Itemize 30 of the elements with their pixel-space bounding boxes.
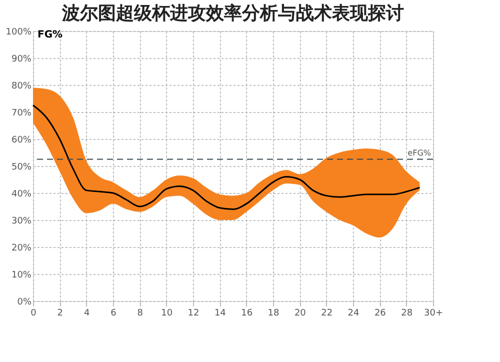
x-tick-label: 14 bbox=[214, 308, 226, 318]
y-tick-label: 20% bbox=[11, 244, 32, 254]
chart-title: 波尔图超级杯进攻效率分析与战术表现探讨 bbox=[61, 3, 404, 24]
x-tick-label: 6 bbox=[110, 308, 117, 318]
x-tick-label: 10 bbox=[161, 308, 173, 318]
x-tick-label: 28 bbox=[401, 308, 413, 318]
x-tick-label: 22 bbox=[321, 308, 333, 318]
x-tick-label: 8 bbox=[137, 308, 144, 318]
x-tick-label: 4 bbox=[84, 308, 90, 318]
y-tick-label: 70% bbox=[11, 108, 32, 118]
x-tick-label: 16 bbox=[241, 308, 253, 318]
ref-line-label: eFG% bbox=[408, 148, 432, 158]
x-tick-label: 12 bbox=[188, 308, 200, 318]
y-tick-label: 80% bbox=[11, 82, 32, 92]
y-axis-title: FG% bbox=[38, 30, 63, 40]
y-tick-label: 90% bbox=[11, 54, 32, 64]
y-tick-label: 50% bbox=[11, 162, 32, 172]
y-tick-label: 10% bbox=[11, 270, 32, 280]
x-tick-label: 24 bbox=[348, 308, 360, 318]
y-tick-label: 40% bbox=[11, 190, 32, 200]
x-tick-label: 18 bbox=[268, 308, 280, 318]
x-tick-label: 26 bbox=[374, 308, 386, 318]
y-tick-label: 0% bbox=[17, 298, 32, 308]
y-tick-label: 60% bbox=[11, 136, 32, 146]
x-tick-label: 20 bbox=[294, 308, 306, 318]
y-tick-label: 100% bbox=[6, 28, 32, 38]
x-tick-label: 30+ bbox=[424, 308, 443, 318]
x-tick-label: 0 bbox=[30, 308, 37, 318]
y-tick-label: 30% bbox=[11, 216, 32, 226]
x-tick-label: 2 bbox=[57, 308, 64, 318]
